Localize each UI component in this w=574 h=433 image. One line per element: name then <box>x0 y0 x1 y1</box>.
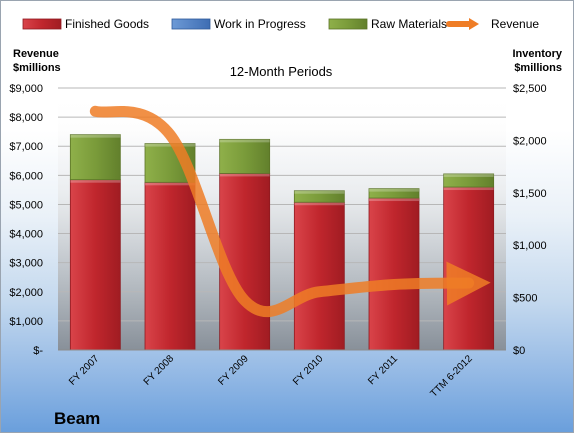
left-axis-ticks: $- $1,000 $2,000 $3,000 $4,000 $5,000 $6,000 $7… <box>9 83 43 357</box>
right-axis-title-line1: Inventory <box>512 48 562 60</box>
left-axis-tick-label: $- <box>33 345 43 357</box>
legend-label: Revenue <box>491 17 539 31</box>
legend-arrow <box>469 18 479 30</box>
right-axis-tick-label: $1,000 <box>513 240 547 252</box>
legend-item-finished-goods: Finished Goods <box>22 17 149 31</box>
bar-finished-goods <box>293 201 345 351</box>
bar-highlight <box>443 187 494 191</box>
bar-finished-goods <box>144 181 196 351</box>
right-axis-tick-label: $2,500 <box>513 83 547 95</box>
legend: Finished Goods Work in Progress Raw Materi… <box>22 17 539 31</box>
x-axis-tick-label: FY 2011 <box>366 353 400 387</box>
left-axis-title-line1: Revenue <box>13 48 59 60</box>
bar-series <box>69 134 495 351</box>
legend-swatch <box>328 18 368 30</box>
bar-raw-materials <box>219 138 271 174</box>
bar-raw-materials <box>293 190 345 203</box>
legend-item-revenue: Revenue <box>446 17 539 31</box>
left-axis-tick-label: $9,000 <box>9 83 43 95</box>
x-axis-tick-label: TTM 6-2012 <box>428 353 475 400</box>
right-axis-tick-label: $500 <box>513 293 537 305</box>
left-axis-tick-label: $2,000 <box>9 287 43 299</box>
chart-subtitle: 12-Month Periods <box>230 64 333 79</box>
left-axis-title-line2: $millions <box>13 62 61 74</box>
legend-item-raw-materials: Raw Materials <box>328 17 447 31</box>
x-axis-tick-label: FY 2008 <box>142 353 177 388</box>
x-axis-tick-label: FY 2010 <box>291 353 326 388</box>
bar-highlight <box>219 139 270 143</box>
bar-highlight <box>70 179 121 183</box>
x-axis-tick-label: FY 2007 <box>67 353 102 388</box>
left-axis-tick-label: $8,000 <box>9 112 43 124</box>
right-axis-tick-label: $1,500 <box>513 188 547 200</box>
legend-label: Raw Materials <box>371 17 447 31</box>
company-name: Beam <box>54 409 100 428</box>
legend-swatch <box>171 18 211 30</box>
left-axis-tick-label: $3,000 <box>9 258 43 270</box>
bar-highlight <box>145 182 195 186</box>
legend-label: Work in Progress <box>214 17 306 31</box>
x-axis-tick-label: FY 2009 <box>216 353 251 388</box>
revenue-line <box>89 105 491 318</box>
bar-highlight <box>145 143 195 147</box>
left-axis-tick-label: $7,000 <box>9 141 43 153</box>
bar-raw-materials <box>443 173 495 188</box>
bar-finished-goods <box>368 197 420 351</box>
right-axis-tick-label: $0 <box>513 345 525 357</box>
legend-item-work-in-progress: Work in Progress <box>171 17 306 31</box>
bar-highlight <box>369 188 419 192</box>
right-axis-tick-label: $2,000 <box>513 135 547 147</box>
bar-highlight <box>443 173 494 177</box>
left-axis-tick-label: $4,000 <box>9 229 43 241</box>
legend-swatch <box>22 18 62 30</box>
bar-finished-goods <box>69 179 121 351</box>
bar-highlight <box>70 134 121 138</box>
right-axis-ticks: $0 $500 $1,000 $1,500 $2,000 $2,500 <box>513 83 547 357</box>
bar-raw-materials <box>368 188 420 199</box>
left-axis-tick-label: $6,000 <box>9 170 43 182</box>
bar-highlight <box>294 190 345 194</box>
x-axis-labels: FY 2007 FY 2008 FY 2009 FY 2010 FY 2011 TTM 6… <box>67 353 475 400</box>
right-axis-title-line2: $millions <box>514 62 562 74</box>
bar-raw-materials <box>69 134 121 181</box>
legend-label: Finished Goods <box>65 17 149 31</box>
bar-highlight <box>294 202 345 206</box>
bar-highlight <box>369 198 419 202</box>
left-axis-tick-label: $5,000 <box>9 199 43 211</box>
bar-finished-goods <box>443 186 495 351</box>
bar-highlight <box>219 173 270 177</box>
left-axis-tick-label: $1,000 <box>9 316 43 328</box>
